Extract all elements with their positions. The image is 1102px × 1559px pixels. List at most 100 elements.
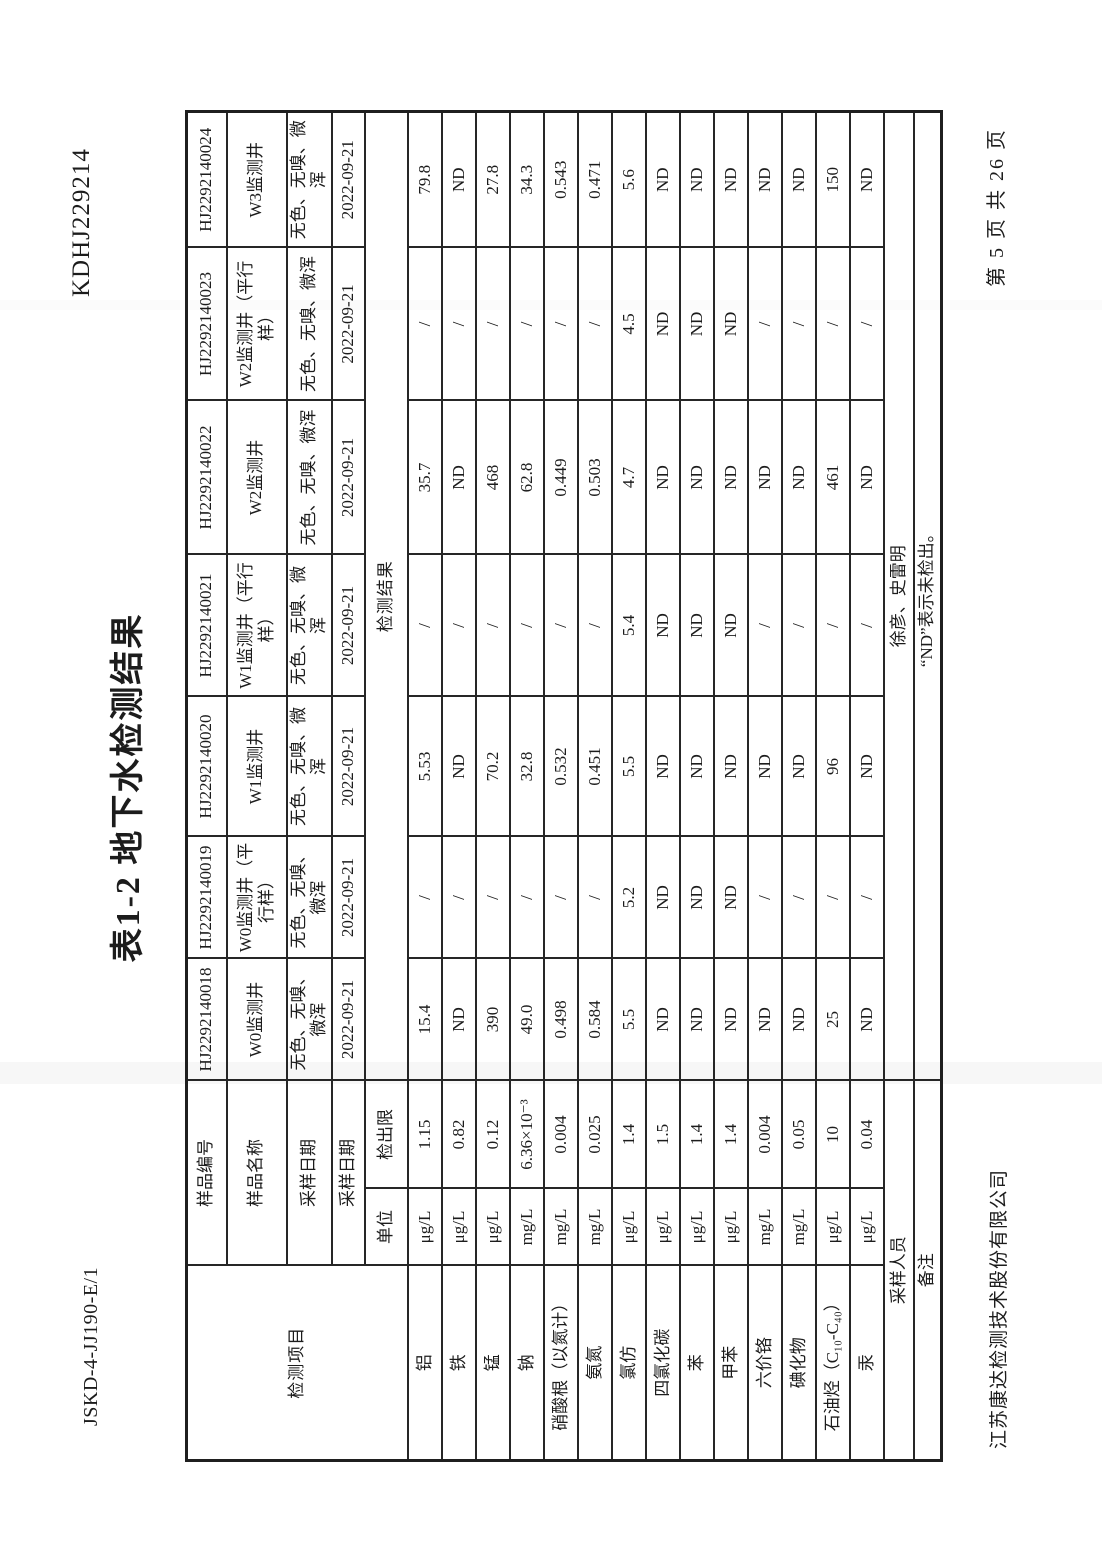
param-name-cell: 碘化物 (781, 1265, 816, 1461)
parameter-row: 铝 μg/L 1.15 15.4/5.53/35.7/79.8 (407, 111, 442, 1461)
param-name-cell: 苯 (679, 1265, 714, 1461)
param-name-cell: 钠 (509, 1265, 544, 1461)
header-row: 检测项目 样品编号 HJ2292140018 HJ2292140019 HJ229214… (186, 111, 408, 1461)
param-value-cell: / (815, 836, 850, 959)
header-value-cell: HJ2292140021 (186, 554, 227, 697)
param-value-cell: ND (747, 958, 782, 1081)
param-value-cell: ND (747, 696, 782, 837)
samplers-row: 采样人员 徐彦、史雷明 (883, 111, 914, 1461)
param-limit-cell: 0.04 (849, 1080, 884, 1189)
param-value-cell: ND (849, 696, 884, 837)
param-value-cell: / (849, 247, 884, 401)
param-value-cell: ND (679, 958, 714, 1081)
footer-value-cell: 徐彦、史雷明 (883, 111, 914, 1081)
header-value-cell: HJ2292140023 (186, 247, 227, 401)
param-limit-cell: 0.12 (475, 1080, 510, 1189)
header-row: 采样日期 2022-09-21 2022-09-21 2022-09-21 2022-0… (331, 111, 365, 1461)
param-value-cell: 0.449 (543, 400, 578, 555)
parameter-row: 氨氮 mg/L 0.025 0.584/0.451/0.503/0.471 (577, 111, 612, 1461)
parameter-row: 碘化物 mg/L 0.05 ND / ND / ND / ND (781, 111, 816, 1461)
param-unit-cell: mg/L (543, 1188, 578, 1266)
param-name-cell: 铝 (407, 1265, 442, 1461)
param-value-cell: 461 (815, 400, 850, 555)
param-value-cell: ND (713, 400, 748, 555)
param-value-cell: / (781, 554, 816, 697)
param-value-cell: / (849, 836, 884, 959)
parameter-row: 氯仿 μg/L 1.4 5.5 5.2 5.5 5.4 4.7 4.5 5.6 (611, 111, 646, 1461)
param-unit-cell: μg/L (815, 1188, 850, 1266)
param-name-cell: 硝酸根（以氮计） (543, 1265, 578, 1461)
param-name-cell: 氨氮 (577, 1265, 612, 1461)
header-value-cell: 2022-09-21 (331, 400, 365, 555)
param-limit-cell: 1.5 (645, 1080, 680, 1189)
company-footer: 江苏康达检测技术股份有限公司 (989, 1168, 1010, 1449)
param-value-cell: 70.2 (475, 696, 510, 837)
footer-label-cell: 备注 (913, 1080, 942, 1461)
header-value-cell: 无色、无嗅、微浑 (286, 554, 332, 697)
param-value-cell: / (475, 836, 510, 959)
header-value-cell: W0监测井 (226, 958, 287, 1081)
parameter-row: 四氯化碳 μg/L 1.5 ND ND ND ND ND ND ND (645, 111, 680, 1461)
limit-header-cell: 检出限 (364, 1080, 408, 1189)
param-value-cell: 0.451 (577, 696, 612, 837)
header-row: 样品名称 W0监测井 W0监测井（平行样） W1监测井 W1监测井（平行样） W2监测井 W… (226, 111, 287, 1461)
param-value-cell: ND (441, 958, 476, 1081)
param-value-cell: ND (781, 958, 816, 1081)
param-value-cell: 96 (815, 696, 850, 837)
param-value-cell: 0.532 (543, 696, 578, 837)
param-value-cell: 0.503 (577, 400, 612, 555)
param-value-cell: ND (781, 400, 816, 555)
param-value-cell: ND (645, 696, 680, 837)
param-value-cell: ND (713, 696, 748, 837)
param-value-cell: 49.0 (509, 958, 544, 1081)
param-unit-cell: mg/L (577, 1188, 612, 1266)
param-value-cell: / (509, 554, 544, 697)
param-limit-cell: 0.025 (577, 1080, 612, 1189)
param-unit-cell: μg/L (441, 1188, 476, 1266)
parameter-row: 甲苯 μg/L 1.4 ND ND ND ND ND ND ND (713, 111, 748, 1461)
header-value-cell: 无色、无嗅、微浑 (286, 400, 332, 555)
param-value-cell: ND (645, 400, 680, 555)
param-value-cell: ND (679, 247, 714, 401)
param-value-cell: / (407, 836, 442, 959)
param-value-cell: 150 (815, 111, 850, 248)
param-value-cell: / (815, 247, 850, 401)
param-value-cell: ND (441, 696, 476, 837)
param-value-cell: ND (645, 111, 680, 248)
unit-header-cell: 单位 (364, 1188, 408, 1266)
param-value-cell: ND (679, 836, 714, 959)
param-value-cell: / (407, 247, 442, 401)
param-name-cell: 铁 (441, 1265, 476, 1461)
row-label-cell: 样品名称 (226, 1080, 287, 1266)
param-value-cell: 0.471 (577, 111, 612, 248)
param-value-cell: ND (441, 400, 476, 555)
parameter-row: 汞 μg/L 0.04 ND / ND / ND / ND (849, 111, 884, 1461)
param-value-cell: ND (713, 958, 748, 1081)
param-value-cell: ND (679, 696, 714, 837)
param-value-cell: 62.8 (509, 400, 544, 555)
header-value-cell: HJ2292140019 (186, 836, 227, 959)
param-unit-cell: μg/L (611, 1188, 646, 1266)
header-value-cell: 2022-09-21 (331, 111, 365, 248)
header-value-cell: HJ2292140020 (186, 696, 227, 837)
header-value-cell: W1监测井（平行样） (226, 554, 287, 697)
param-value-cell: / (543, 836, 578, 959)
param-value-cell: 34.3 (509, 111, 544, 248)
param-value-cell: ND (747, 111, 782, 248)
param-value-cell: 5.4 (611, 554, 646, 697)
param-value-cell: / (441, 836, 476, 959)
header-value-cell: W2监测井 (226, 400, 287, 555)
param-name-cell: 汞 (849, 1265, 884, 1461)
param-name-cell: 六价铬 (747, 1265, 782, 1461)
header-value-cell: W3监测井 (226, 111, 287, 248)
report-number: KDHJ229214 (68, 148, 95, 297)
param-value-cell: ND (645, 247, 680, 401)
param-unit-cell: μg/L (407, 1188, 442, 1266)
param-value-cell: / (747, 836, 782, 959)
param-name-cell: 氯仿 (611, 1265, 646, 1461)
param-limit-cell: 1.4 (611, 1080, 646, 1189)
header-value-cell: 2022-09-21 (331, 958, 365, 1081)
param-value-cell: ND (747, 400, 782, 555)
header-value-cell: 无色、无嗅、微浑 (286, 247, 332, 401)
param-limit-cell: 0.004 (543, 1080, 578, 1189)
